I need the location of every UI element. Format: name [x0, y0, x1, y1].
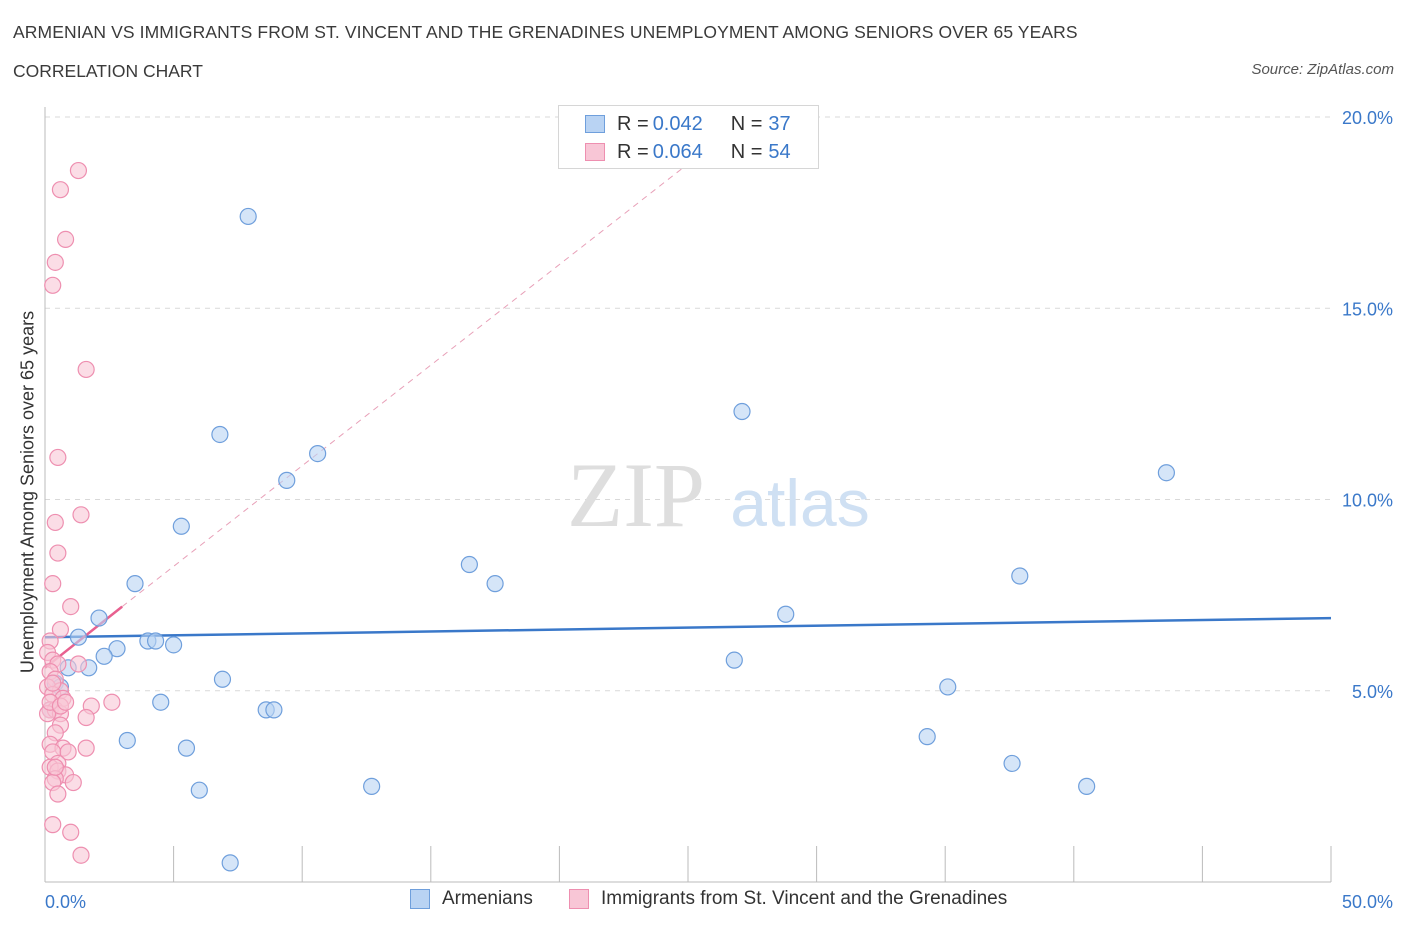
data-point-immigrants: [72, 846, 90, 864]
data-point-immigrants: [62, 823, 80, 841]
stats-legend: R = 0.042 N = 37 R = 0.064 N = 54: [558, 105, 819, 169]
data-point-armenians: [486, 575, 504, 593]
data-point-armenians: [126, 575, 144, 593]
y-tick-label: 5.0%: [1352, 682, 1393, 702]
data-point-immigrants: [51, 620, 70, 639]
r-label: R =: [617, 140, 649, 163]
blue-swatch: [410, 889, 430, 909]
data-point-immigrants: [69, 161, 88, 180]
data-point-immigrants: [49, 544, 67, 562]
data-point-armenians: [939, 678, 957, 696]
r-value: 0.042: [652, 112, 703, 135]
legend-item-armenians[interactable]: Armenians: [410, 888, 533, 910]
data-point-immigrants: [44, 816, 62, 834]
data-point-immigrants: [49, 785, 67, 803]
data-point-armenians: [309, 445, 327, 463]
data-point-immigrants: [56, 230, 75, 248]
trend-lines: [44, 143, 1332, 669]
data-point-immigrants: [46, 758, 64, 776]
n-label: N =: [730, 112, 763, 135]
data-point-armenians: [95, 647, 113, 665]
data-point-armenians: [1003, 754, 1021, 773]
y-tick-label: 15.0%: [1342, 299, 1393, 319]
stats-legend-row-armenians: R = 0.042 N = 37: [585, 112, 791, 136]
y-tick-label: 20.0%: [1342, 108, 1393, 128]
watermark-zip: ZIP: [567, 444, 705, 546]
x-tick-label: 50.0%: [1342, 892, 1393, 912]
chart-subtitle: CORRELATION CHART: [13, 61, 203, 81]
data-point-immigrants: [69, 655, 88, 673]
legend-label: Immigrants from St. Vincent and the Gren…: [601, 888, 1008, 909]
data-point-immigrants: [44, 575, 62, 593]
data-point-immigrants: [59, 743, 77, 761]
data-point-immigrants: [72, 506, 90, 524]
data-point-armenians: [918, 728, 936, 746]
data-point-armenians: [725, 651, 743, 669]
data-point-immigrants: [77, 360, 95, 379]
data-point-immigrants: [49, 448, 67, 467]
n-value: 37: [768, 112, 791, 135]
data-point-immigrants: [77, 708, 95, 727]
blue-swatch: [585, 115, 605, 133]
grid-lines: [45, 116, 1331, 692]
data-point-armenians: [1011, 567, 1029, 585]
data-point-armenians: [1157, 464, 1175, 482]
data-point-immigrants: [62, 597, 80, 616]
data-point-armenians: [190, 781, 208, 799]
data-point-armenians: [239, 207, 257, 226]
tick-labels: 5.0% 10.0% 15.0% 20.0% 0.0% 50.0%: [45, 108, 1393, 912]
n-label: N =: [730, 140, 763, 163]
data-point-armenians: [165, 636, 183, 654]
chart-title: ARMENIAN VS IMMIGRANTS FROM ST. VINCENT …: [13, 22, 1078, 42]
data-point-armenians: [278, 471, 296, 489]
data-point-armenians: [363, 777, 381, 795]
data-point-armenians: [90, 609, 108, 627]
data-point-armenians: [177, 739, 196, 757]
data-points: [38, 161, 1175, 872]
y-axis-label: Unemployment Among Seniors over 65 years: [17, 310, 38, 674]
data-point-immigrants: [103, 693, 121, 711]
data-point-armenians: [69, 628, 88, 646]
data-point-armenians: [118, 731, 136, 750]
data-point-immigrants: [64, 773, 82, 792]
trend-line-armenians: [44, 616, 1332, 639]
stats-legend-row-immigrants: R = 0.064 N = 54: [585, 140, 791, 164]
data-point-armenians: [733, 402, 751, 421]
x-tick-label: 0.0%: [45, 892, 86, 912]
data-point-armenians: [265, 701, 283, 719]
data-point-armenians: [152, 693, 170, 711]
data-point-immigrants: [44, 276, 62, 294]
y-tick-label: 10.0%: [1342, 491, 1393, 511]
data-point-armenians: [146, 632, 165, 650]
data-point-immigrants: [46, 513, 64, 532]
data-point-armenians: [221, 854, 239, 872]
data-point-armenians: [108, 640, 126, 658]
data-point-armenians: [213, 670, 232, 688]
data-point-immigrants: [77, 739, 95, 757]
r-value: 0.064: [652, 140, 703, 163]
data-point-armenians: [172, 517, 190, 535]
legend-label: Armenians: [442, 888, 533, 909]
data-point-armenians: [777, 605, 795, 623]
trend-line-immigrants-extension: [121, 143, 715, 607]
pink-swatch: [569, 889, 589, 909]
data-point-armenians: [211, 425, 229, 444]
pink-swatch: [585, 143, 605, 161]
watermark-atlas: atlas: [730, 466, 869, 540]
r-label: R =: [617, 112, 649, 135]
legend-item-immigrants[interactable]: Immigrants from St. Vincent and the Gren…: [569, 888, 1007, 910]
data-point-armenians: [1078, 777, 1096, 795]
data-point-immigrants: [44, 674, 62, 692]
data-point-immigrants: [46, 253, 64, 271]
data-point-immigrants: [51, 181, 70, 199]
data-point-armenians: [460, 555, 478, 574]
data-point-immigrants: [56, 693, 75, 711]
n-value: 54: [768, 140, 791, 163]
source-credit: Source: ZipAtlas.com: [1251, 61, 1394, 78]
